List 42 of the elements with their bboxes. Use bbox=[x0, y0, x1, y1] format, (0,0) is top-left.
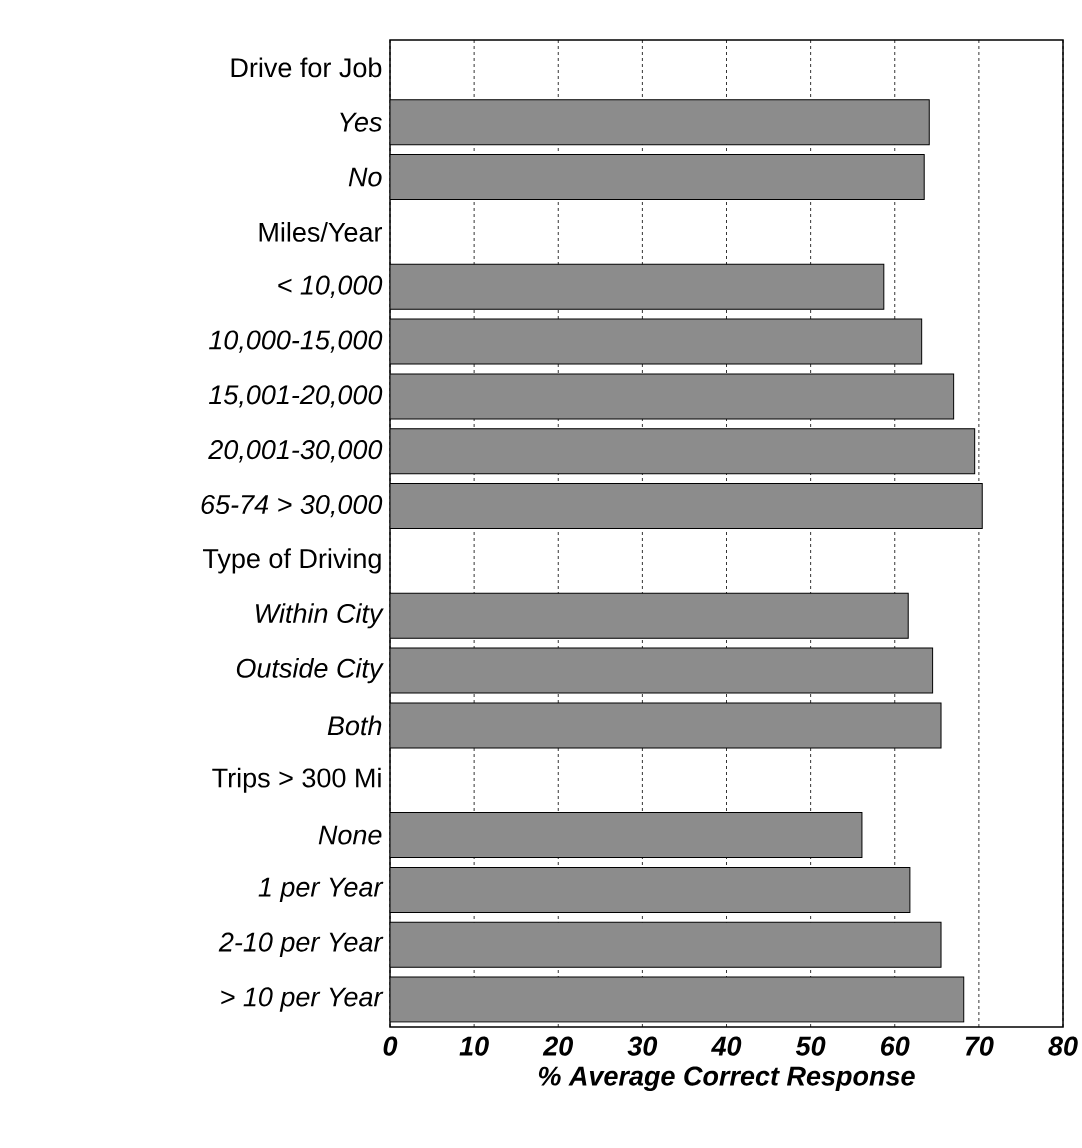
x-tick-label: 80 bbox=[1048, 1036, 1078, 1056]
y-tick-label: Within City bbox=[256, 603, 384, 629]
bar bbox=[390, 483, 983, 530]
x-tick-label: 50 bbox=[795, 1036, 826, 1056]
x-tick-label: 10 bbox=[459, 1036, 489, 1056]
x-axis-title: % Average Correct Response bbox=[538, 1066, 915, 1091]
bar bbox=[390, 976, 965, 1023]
bar bbox=[390, 592, 909, 639]
bar bbox=[390, 812, 863, 859]
bar bbox=[390, 428, 976, 475]
y-tick-label: Miles/Year bbox=[259, 222, 383, 242]
y-tick-label: Type of Driving bbox=[203, 548, 381, 574]
y-tick-label: > 10 per Year bbox=[221, 987, 384, 1012]
y-tick-label: < 10,000 bbox=[278, 275, 383, 298]
y-tick-label: 15,001-20,000 bbox=[209, 385, 383, 408]
x-tick-label: 70 bbox=[965, 1036, 994, 1056]
bar bbox=[390, 866, 911, 913]
y-tick-label: Yes bbox=[340, 112, 382, 132]
y-tick-label: 2-10 per Year bbox=[218, 932, 384, 957]
y-tick-label: None bbox=[318, 825, 382, 845]
bar bbox=[390, 921, 942, 968]
y-tick-label: No bbox=[348, 167, 382, 187]
x-tick-label: 30 bbox=[627, 1036, 658, 1056]
bar bbox=[390, 154, 925, 201]
bar bbox=[390, 373, 955, 420]
bar bbox=[390, 263, 885, 310]
bar bbox=[390, 647, 934, 694]
x-tick-label: 40 bbox=[711, 1036, 742, 1056]
y-tick-label: 10,000-15,000 bbox=[209, 330, 383, 353]
bar bbox=[390, 702, 942, 749]
y-tick-label: Trips > 300 Mi bbox=[212, 767, 381, 793]
y-tick-label: Both bbox=[327, 715, 382, 736]
x-tick-label: 20 bbox=[542, 1036, 574, 1056]
x-tick-label: 60 bbox=[880, 1036, 910, 1056]
y-tick-label: 1 per Year bbox=[258, 877, 384, 903]
bar bbox=[390, 318, 923, 365]
y-tick-label: Outside City bbox=[236, 658, 384, 684]
y-tick-label: 65-74 > 30,000 bbox=[201, 494, 383, 518]
x-tick-label: 0 bbox=[383, 1036, 398, 1056]
bar bbox=[390, 99, 930, 146]
y-tick-label: Drive for Job bbox=[231, 57, 382, 78]
y-tick-label: 20,001-30,000 bbox=[208, 440, 383, 463]
